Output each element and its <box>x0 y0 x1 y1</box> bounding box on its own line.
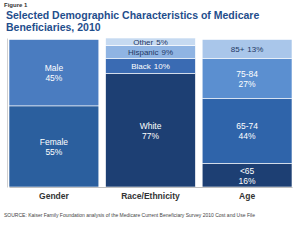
x-axis: Gender Race/Ethnicity Age <box>10 187 293 201</box>
x-tick-label: Age <box>239 191 255 201</box>
segment-label: Hispanic9% <box>128 48 173 57</box>
bar-segment <box>202 39 292 58</box>
data-label: 55% <box>45 147 62 157</box>
segment-name: <65 <box>240 166 255 176</box>
chart-title: Selected Demographic Characteristics of … <box>6 9 259 33</box>
bar-segment <box>202 98 292 163</box>
segment-name: Other <box>133 38 153 47</box>
segment-name: White <box>140 121 162 131</box>
data-label: 27% <box>239 79 256 89</box>
segment-label: 85+13% <box>231 45 264 54</box>
x-tick: Race/Ethnicity <box>121 187 180 201</box>
bars <box>9 38 292 187</box>
y-axis <box>7 39 8 188</box>
data-label: 45% <box>45 73 62 83</box>
bar-segment <box>106 45 196 58</box>
segment-name: Male <box>45 63 64 73</box>
data-label: 44% <box>239 131 256 141</box>
segment-name: 85+ <box>231 45 245 54</box>
bar-segment <box>9 106 99 187</box>
bar-segment <box>202 59 292 99</box>
plot-area: Female55% Male45% White77% Black10% Hispanic… <box>8 38 293 201</box>
bar-segment <box>9 39 99 105</box>
figure-label: Figure 1 <box>4 2 28 8</box>
x-tick-label: Gender <box>39 191 69 201</box>
data-label: 77% <box>142 131 159 141</box>
bar-segment <box>106 59 196 74</box>
source-note: SOURCE: Kaiser Family Foundation analysi… <box>4 212 255 218</box>
segment-name: Female <box>40 137 69 147</box>
x-tick-label: Race/Ethnicity <box>121 191 180 201</box>
x-tick: Age <box>239 187 255 201</box>
x-tick: Gender <box>39 187 69 201</box>
segment-name: 65-74 <box>236 121 258 131</box>
data-label: 16% <box>239 176 256 186</box>
y-axis-line <box>7 39 8 188</box>
bar-segment <box>106 73 196 187</box>
chart-svg: Figure 1Selected Demographic Characteris… <box>0 0 300 225</box>
data-label: 10% <box>154 62 170 71</box>
segment-name: 75-84 <box>236 69 258 79</box>
data-label: 5% <box>156 38 168 47</box>
bar-segment <box>202 163 292 187</box>
segment-name: Black <box>131 62 152 71</box>
x-axis-line <box>10 187 293 188</box>
segment-label: Other5% <box>133 38 168 47</box>
data-label: 9% <box>162 48 174 57</box>
segment-label: Black10% <box>131 62 170 71</box>
data-labels: Female55% Male45% White77% Black10% Hispanic… <box>40 38 264 186</box>
segment-name: Hispanic <box>128 48 159 57</box>
data-label: 13% <box>247 45 263 54</box>
